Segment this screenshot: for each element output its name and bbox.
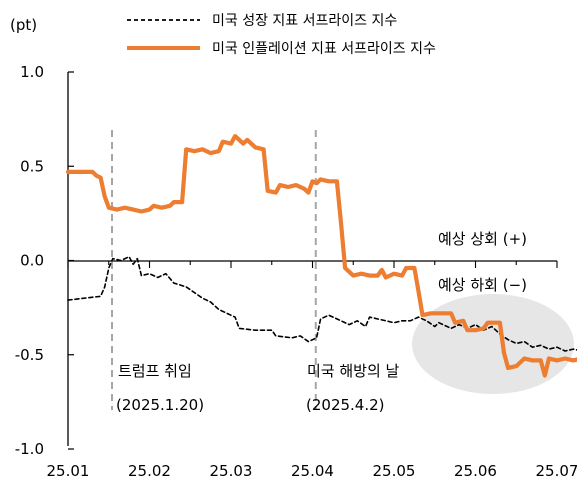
legend: 미국 성장 지표 서프라이즈 지수 미국 인플레이션 지표 서프라이즈 지수	[127, 13, 436, 57]
label-above-expectation: 예상 상회 (+)	[438, 230, 527, 248]
event-label-liberation-day: 미국 해방의 날	[307, 362, 400, 380]
x-tick-label: 25.03	[210, 462, 253, 480]
x-tick-label: 25.04	[291, 462, 334, 480]
event-lines	[111, 130, 317, 410]
series-layer	[65, 134, 577, 378]
series-line-growth	[67, 255, 577, 352]
event-date-inauguration: (2025.1.20)	[116, 396, 204, 414]
legend-label-growth: 미국 성장 지표 서프라이즈 지수	[212, 13, 397, 29]
y-tick-label: -1.0	[15, 440, 44, 458]
y-ticks: 1.0 0.5 0.0 -0.5 -1.0	[15, 63, 74, 458]
x-ticks: 25.01 25.02 25.03 25.04 25.05 25.06 25.07	[47, 261, 577, 480]
highlight-region	[412, 294, 574, 394]
x-tick-label: 25.05	[373, 462, 416, 480]
legend-label-inflation: 미국 인플레이션 지표 서프라이즈 지수	[212, 41, 436, 57]
event-date-liberation-day: (2025.4.2)	[306, 396, 385, 414]
y-axis-unit-label: (pt)	[10, 16, 37, 34]
label-below-expectation: 예상 하회 (−)	[438, 276, 527, 294]
y-tick-label: 1.0	[20, 63, 44, 81]
x-tick-label: 25.06	[454, 462, 497, 480]
event-label-inauguration: 트럼프 취임	[118, 362, 192, 380]
x-tick-label: 25.02	[128, 462, 171, 480]
y-tick-label: 0.5	[20, 157, 44, 175]
y-tick-label: -0.5	[15, 346, 44, 364]
series-line-inflation	[65, 134, 577, 378]
x-tick-label: 25.07	[536, 462, 577, 480]
x-tick-label: 25.01	[47, 462, 90, 480]
y-tick-label: 0.0	[20, 252, 44, 270]
